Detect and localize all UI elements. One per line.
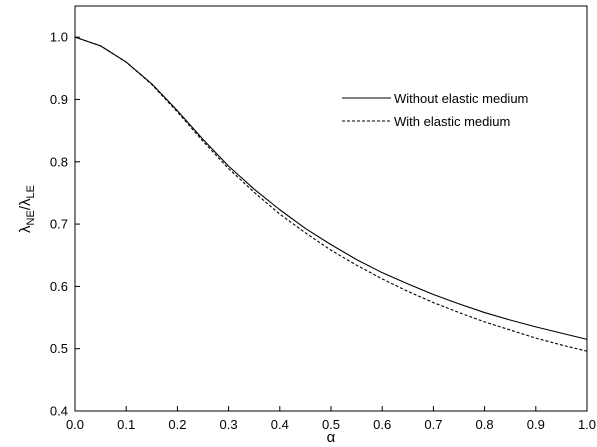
y-tick-label: 0.8	[50, 154, 68, 169]
y-axis-ticks: 0.4 0.5 0.6 0.7 0.8 0.9 1.0	[50, 30, 80, 419]
y-tick-label: 0.7	[50, 217, 68, 232]
legend-label-without-elastic-medium: Without elastic medium	[394, 91, 528, 106]
x-axis-label: α	[327, 429, 336, 446]
legend-label-with-elastic-medium: With elastic medium	[394, 114, 510, 129]
x-tick-label: 0.4	[271, 417, 289, 432]
y-axis-label-sub2: LE	[25, 185, 37, 198]
x-tick-label: 0.1	[117, 417, 135, 432]
y-tick-label: 0.6	[50, 279, 68, 294]
y-axis-label-main: λ	[17, 225, 34, 233]
legend: Without elastic medium With elastic medi…	[342, 91, 528, 129]
x-tick-label: 1.0	[578, 417, 596, 432]
y-tick-label: 0.9	[50, 92, 68, 107]
y-axis-label-sub1: NE	[25, 210, 37, 225]
x-tick-label: 0.0	[66, 417, 84, 432]
x-tick-label: 0.2	[168, 417, 186, 432]
x-tick-label: 0.8	[476, 417, 494, 432]
x-tick-label: 0.6	[373, 417, 391, 432]
x-tick-label: 0.5	[322, 417, 340, 432]
plot-frame	[74, 5, 588, 412]
x-axis-ticks: 0.0 0.1 0.2 0.3 0.4 0.5 0.6 0.7 0.8 0.9 1.0	[66, 406, 596, 432]
series-line-without-elastic-medium	[74, 36, 588, 340]
x-tick-label: 0.3	[220, 417, 238, 432]
y-tick-label: 1.0	[50, 30, 68, 45]
series-line-with-elastic-medium	[74, 36, 588, 352]
x-tick-label: 0.7	[424, 417, 442, 432]
y-axis-label-sep: /λ	[17, 198, 34, 210]
y-axis-label: λNE/λLE	[17, 185, 37, 233]
x-tick-label: 0.9	[527, 417, 545, 432]
y-tick-label: 0.5	[50, 341, 68, 356]
y-tick-label: 0.4	[50, 404, 68, 419]
series-lines	[74, 36, 588, 352]
